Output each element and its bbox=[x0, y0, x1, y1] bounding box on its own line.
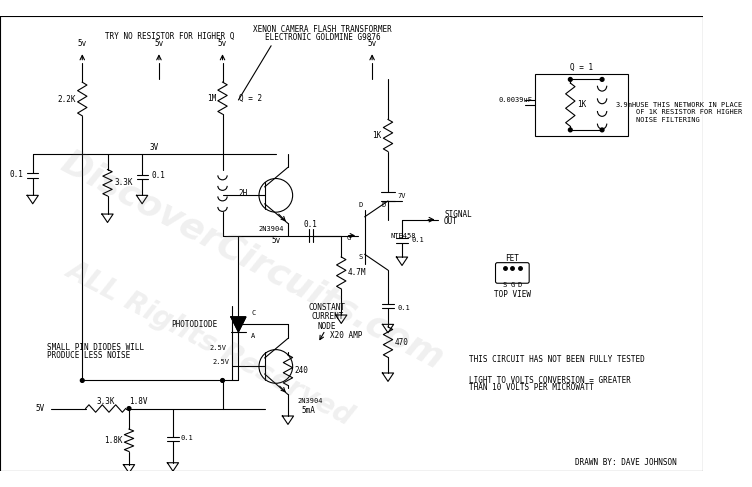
Text: 0.1: 0.1 bbox=[151, 171, 165, 180]
Bar bbox=[535, 74, 628, 135]
Text: SIGNAL: SIGNAL bbox=[444, 209, 472, 219]
Polygon shape bbox=[231, 317, 246, 332]
Text: 5mA: 5mA bbox=[301, 406, 315, 415]
Text: 7V: 7V bbox=[397, 193, 406, 199]
Text: TRY NO RESISTOR FOR HIGHER Q: TRY NO RESISTOR FOR HIGHER Q bbox=[105, 32, 235, 41]
Text: 3.3K: 3.3K bbox=[114, 178, 132, 187]
Circle shape bbox=[127, 407, 131, 411]
Text: A: A bbox=[251, 333, 256, 338]
Text: PHOTODIODE: PHOTODIODE bbox=[171, 320, 218, 329]
Text: DiscoverCircuits.com: DiscoverCircuits.com bbox=[55, 145, 450, 376]
Circle shape bbox=[569, 128, 572, 132]
Circle shape bbox=[237, 322, 241, 326]
Text: FET: FET bbox=[505, 254, 520, 263]
Text: D: D bbox=[381, 202, 386, 207]
Text: DRAWN BY: DAVE JOHNSON: DRAWN BY: DAVE JOHNSON bbox=[575, 458, 677, 467]
Text: D: D bbox=[359, 202, 362, 207]
Circle shape bbox=[220, 378, 224, 382]
Text: D: D bbox=[517, 282, 522, 288]
Text: 2.2K: 2.2K bbox=[57, 94, 76, 104]
Text: NTE458: NTE458 bbox=[391, 233, 417, 239]
Text: CURRENT: CURRENT bbox=[311, 312, 344, 321]
Text: 2H: 2H bbox=[238, 189, 247, 198]
Text: Q = 1: Q = 1 bbox=[570, 63, 593, 72]
Text: 2.5V: 2.5V bbox=[212, 359, 229, 365]
Text: ALL Rights Reserved: ALL Rights Reserved bbox=[62, 255, 359, 431]
Text: OF 1K RESISTOR FOR HIGHER: OF 1K RESISTOR FOR HIGHER bbox=[635, 109, 742, 115]
Text: 0.1: 0.1 bbox=[304, 220, 317, 229]
Text: 5V: 5V bbox=[35, 404, 45, 413]
Text: 0.0039uF: 0.0039uF bbox=[499, 97, 533, 103]
Text: 0.1: 0.1 bbox=[10, 170, 23, 179]
Text: 3.9mH: 3.9mH bbox=[615, 102, 636, 108]
Text: NOISE FILTERING: NOISE FILTERING bbox=[635, 116, 699, 123]
Text: ELECTRONIC GOLDMINE G9876: ELECTRONIC GOLDMINE G9876 bbox=[265, 33, 381, 42]
Text: PRODUCE LESS NOISE: PRODUCE LESS NOISE bbox=[47, 351, 130, 360]
Text: NODE: NODE bbox=[318, 322, 336, 331]
Text: 1K: 1K bbox=[577, 100, 586, 109]
Text: THAN 10 VOLTS PER MICROWATT: THAN 10 VOLTS PER MICROWATT bbox=[469, 383, 594, 393]
Text: TOP VIEW: TOP VIEW bbox=[494, 290, 531, 299]
Text: XENON CAMERA FLASH TRANSFORMER: XENON CAMERA FLASH TRANSFORMER bbox=[253, 25, 392, 35]
Text: 5v: 5v bbox=[368, 39, 377, 48]
Text: CONSTANT: CONSTANT bbox=[309, 303, 346, 312]
Circle shape bbox=[600, 77, 604, 81]
Text: X20 AMP: X20 AMP bbox=[330, 331, 362, 340]
Text: 2N3904: 2N3904 bbox=[259, 226, 284, 232]
Text: 1.8V: 1.8V bbox=[129, 396, 147, 406]
Text: OUT: OUT bbox=[444, 217, 458, 226]
Text: 5v: 5v bbox=[218, 39, 227, 48]
Text: 1.8K: 1.8K bbox=[104, 436, 123, 445]
Text: 0.1: 0.1 bbox=[411, 237, 424, 243]
Text: 4.7M: 4.7M bbox=[347, 268, 366, 278]
Text: 0.1: 0.1 bbox=[397, 304, 410, 311]
Text: 2N3904: 2N3904 bbox=[297, 398, 323, 404]
Text: SMALL PIN DIODES WILL: SMALL PIN DIODES WILL bbox=[47, 343, 144, 352]
Text: 1K: 1K bbox=[372, 131, 381, 140]
Circle shape bbox=[80, 378, 84, 382]
Text: 5v: 5v bbox=[77, 39, 87, 48]
Text: S: S bbox=[359, 254, 362, 260]
Text: 3.3K: 3.3K bbox=[96, 397, 115, 407]
Text: G: G bbox=[510, 282, 514, 288]
Text: 2.5V: 2.5V bbox=[209, 345, 226, 351]
Text: 5v: 5v bbox=[154, 39, 164, 48]
Circle shape bbox=[569, 77, 572, 81]
Text: 1M: 1M bbox=[207, 94, 216, 103]
Text: 5v: 5v bbox=[271, 236, 280, 245]
Text: Q = 2: Q = 2 bbox=[239, 94, 262, 103]
Text: LIGHT TO VOLTS CONVERSION = GREATER: LIGHT TO VOLTS CONVERSION = GREATER bbox=[469, 376, 631, 385]
Text: G: G bbox=[347, 235, 351, 242]
Text: 240: 240 bbox=[295, 366, 308, 375]
Text: 0.1: 0.1 bbox=[180, 435, 193, 441]
Text: THIS CIRCUIT HAS NOT BEEN FULLY TESTED: THIS CIRCUIT HAS NOT BEEN FULLY TESTED bbox=[469, 356, 645, 364]
Text: S: S bbox=[503, 282, 507, 288]
Text: C: C bbox=[251, 310, 256, 316]
Text: 3V: 3V bbox=[150, 143, 159, 152]
Text: 470: 470 bbox=[395, 337, 408, 347]
Circle shape bbox=[600, 128, 604, 132]
Text: USE THIS NETWORK IN PLACE: USE THIS NETWORK IN PLACE bbox=[635, 102, 742, 108]
